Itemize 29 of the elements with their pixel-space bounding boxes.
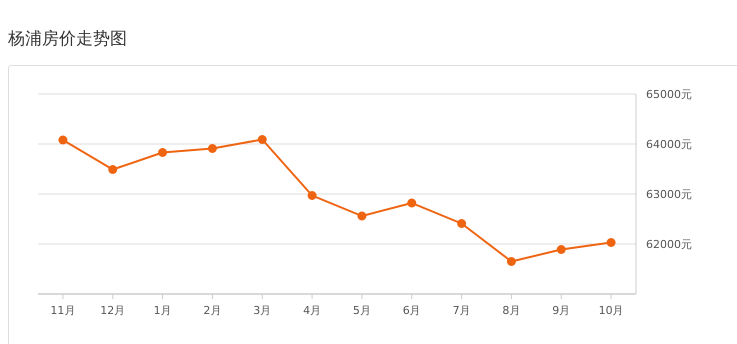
point bbox=[208, 144, 217, 153]
point bbox=[158, 148, 168, 157]
x-tick-label: 2月 bbox=[203, 304, 222, 317]
chart-title: 杨浦房价走势图 bbox=[7, 29, 127, 49]
y-tick-label: 64000元 bbox=[646, 138, 692, 151]
x-tick-label: 11月 bbox=[50, 304, 76, 317]
point bbox=[308, 191, 317, 200]
point bbox=[556, 245, 566, 254]
point bbox=[357, 212, 366, 220]
x-tick-label: 7月 bbox=[452, 304, 471, 317]
point bbox=[58, 136, 68, 144]
x-tick-label: 10月 bbox=[598, 304, 624, 317]
point bbox=[457, 219, 466, 228]
x-tick-label: 5月 bbox=[352, 304, 371, 317]
point bbox=[108, 165, 118, 174]
x-tick-label: 3月 bbox=[253, 304, 272, 317]
point bbox=[506, 257, 516, 266]
y-tick-label: 63000元 bbox=[646, 188, 692, 201]
point bbox=[606, 238, 616, 247]
y-tick-label: 65000元 bbox=[646, 88, 692, 101]
x-tick-label: 8月 bbox=[502, 304, 520, 317]
point bbox=[258, 135, 267, 144]
point bbox=[407, 198, 416, 208]
y-tick-label: 62000元 bbox=[646, 238, 692, 251]
x-tick-label: 6月 bbox=[402, 304, 421, 317]
x-tick-label: 9月 bbox=[552, 304, 570, 317]
x-tick-label: 12月 bbox=[100, 304, 126, 317]
x-tick-label: 1月 bbox=[154, 304, 172, 317]
x-tick-label: 4月 bbox=[303, 304, 322, 317]
